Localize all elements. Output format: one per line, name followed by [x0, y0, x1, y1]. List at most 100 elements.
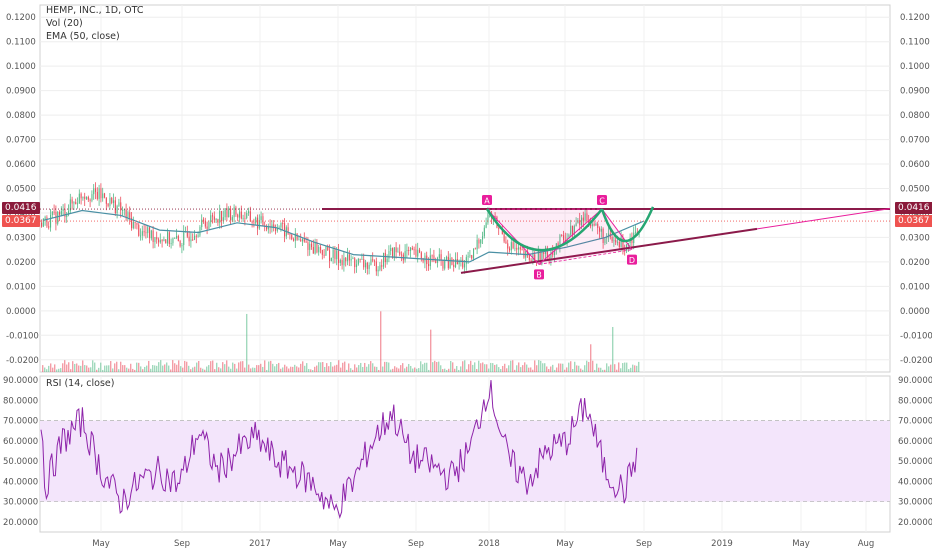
cup-arc [485, 208, 603, 252]
candle-body [284, 223, 286, 237]
candle-body [397, 251, 399, 253]
candle-body [534, 254, 536, 262]
candle-body [239, 211, 241, 218]
volume-bar [268, 361, 270, 372]
candle-body [591, 224, 593, 227]
candle-body [543, 252, 545, 254]
volume-bar [188, 365, 190, 372]
volume-bar [218, 367, 220, 372]
volume-bar [158, 362, 160, 372]
volume-bar [348, 363, 350, 372]
candle-body [561, 235, 563, 236]
candle-body [420, 252, 422, 259]
volume-bar [574, 361, 576, 372]
candle-body [177, 235, 179, 242]
candle-body [75, 202, 77, 205]
volume-bar [146, 365, 148, 372]
candle-body [179, 241, 181, 247]
volume-bar [310, 369, 312, 372]
candle-body [257, 217, 259, 229]
candle-body [136, 222, 138, 225]
candle-body [622, 237, 624, 251]
symbol-title[interactable]: HEMP, INC., 1D, OTC [46, 5, 144, 16]
candle-body [595, 223, 597, 226]
candle-body [417, 249, 419, 257]
candle-body [84, 196, 86, 199]
volume-bar [150, 368, 152, 372]
price-y-tick-label-right: 0.0600 [900, 160, 930, 170]
candle-body [215, 219, 217, 220]
candle-body [404, 251, 406, 261]
volume-bar [296, 366, 298, 372]
candle-body [251, 221, 253, 223]
candle-body [156, 237, 158, 240]
right-last-price-tag: 0.0416 [895, 202, 932, 214]
volume-legend[interactable]: Vol (20) [46, 18, 83, 29]
volume-bar [488, 368, 490, 372]
volume-bar [322, 362, 324, 372]
volume-bar [520, 367, 522, 372]
volume-bar [620, 368, 622, 372]
x-tick-label: 2018 [478, 539, 500, 549]
volume-bar [180, 366, 182, 372]
ema-legend[interactable]: EMA (50, close) [46, 31, 120, 42]
candle-body [107, 203, 109, 206]
candle-body [599, 227, 601, 232]
candle-body [581, 217, 583, 226]
x-tick-label: Aug [858, 539, 875, 549]
volume-bar [232, 362, 234, 372]
volume-bar [312, 369, 314, 372]
candle-body [329, 250, 331, 261]
candle-body [588, 220, 590, 224]
price-y-tick-label-right: 0.0200 [900, 258, 930, 268]
candle-body [260, 216, 262, 221]
volume-bar [426, 362, 428, 372]
candle-body [154, 237, 156, 243]
volume-bar [364, 362, 366, 372]
support-extension [756, 208, 891, 230]
candle-body [172, 238, 174, 244]
pattern-label-box [534, 269, 544, 280]
volume-bar [454, 368, 456, 372]
candle-body [546, 247, 548, 258]
candle-body [163, 239, 165, 242]
pattern-label: C [599, 196, 605, 205]
volume-bar [314, 366, 316, 372]
price-y-tick-label-left: 0.0000 [6, 307, 36, 317]
volume-bar [350, 368, 352, 372]
candle-body [480, 239, 482, 244]
candle-body [363, 259, 365, 268]
volume-bar [550, 366, 552, 372]
volume-bar [538, 360, 540, 372]
x-tick-label: 2017 [249, 539, 271, 549]
candle-body [474, 248, 476, 250]
volume-bar [230, 368, 232, 372]
rsi-title[interactable]: RSI (14, close) [46, 378, 115, 389]
volume-bar [242, 361, 244, 372]
volume-bar [64, 360, 66, 372]
volume-bar [492, 363, 494, 372]
candle-body [320, 247, 322, 250]
volume-bar [336, 364, 338, 372]
candle-body [566, 238, 568, 244]
volume-bar [300, 363, 302, 372]
volume-bar [154, 365, 156, 372]
volume-bar [292, 366, 294, 372]
candle-body [291, 234, 293, 240]
volume-bar [114, 363, 116, 372]
candle-body [572, 225, 574, 235]
candle-body [212, 215, 214, 217]
volume-bar [168, 365, 170, 372]
volume-bar [208, 365, 210, 372]
candle-body [455, 259, 457, 267]
volume-bar [270, 360, 272, 372]
volume-bar [528, 367, 530, 372]
candle-body [399, 251, 401, 255]
volume-bar [532, 369, 534, 372]
ema-line [43, 209, 645, 263]
candle-body [111, 197, 113, 203]
candle-body [518, 247, 520, 250]
volume-bar [152, 365, 154, 372]
volume-bar [50, 363, 52, 372]
